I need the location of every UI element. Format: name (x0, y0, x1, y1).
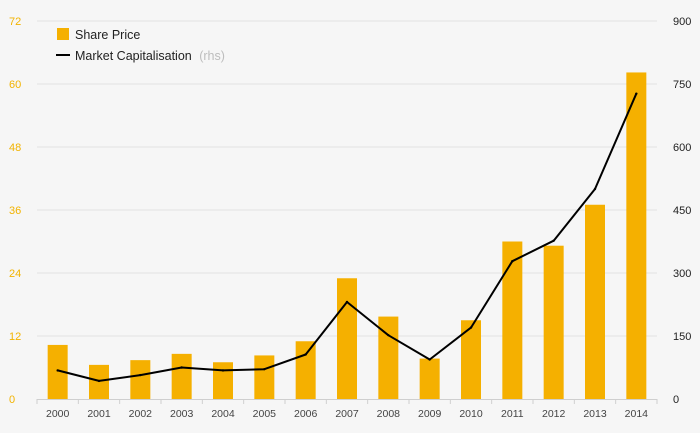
left-tick-label: 12 (9, 331, 21, 343)
right-tick-label: 900 (673, 16, 691, 28)
point-market-cap-2004 (221, 369, 225, 372)
right-tick-label: 600 (673, 142, 691, 154)
x-tick-label: 2010 (459, 408, 483, 420)
x-tick-label: 2012 (542, 408, 566, 420)
bar-share-price-2003 (171, 353, 192, 399)
x-tick-label: 2011 (501, 408, 524, 420)
left-tick-label: 60 (9, 79, 21, 91)
point-market-cap-2014 (635, 92, 638, 95)
x-tick-label: 2013 (583, 408, 607, 420)
bar-share-price-2010 (461, 320, 481, 399)
legend-label-share-price: Share Price (75, 28, 140, 42)
point-market-cap-2007 (345, 300, 349, 304)
bar-share-price-2011 (502, 241, 523, 399)
left-tick-label: 24 (9, 268, 21, 280)
left-tick-label: 48 (9, 142, 21, 154)
point-market-cap-2005 (263, 367, 266, 371)
left-tick-label: 0 (9, 394, 15, 406)
x-tick-label: 2006 (294, 408, 318, 420)
right-tick-label: 0 (673, 394, 679, 406)
x-tick-label: 2008 (377, 408, 401, 420)
bar-share-price-2005 (254, 355, 275, 399)
point-market-cap-2000 (56, 369, 59, 372)
x-tick-label: 2004 (211, 408, 235, 420)
point-market-cap-2003 (180, 366, 183, 369)
point-market-cap-2013 (593, 187, 597, 191)
svg-text:Market Capitalisation (r: Market Capitalisation (rhs) (75, 49, 225, 63)
bar-share-price-2014 (626, 72, 647, 399)
x-tick-label: 2005 (253, 408, 277, 420)
market-cap-line (56, 92, 638, 383)
x-axis: 2000 2001 2002 2003 2004 2005 2006 2007 2008 2009… (36, 399, 658, 420)
right-tick-label: 450 (673, 205, 691, 217)
share-price-bars (47, 72, 647, 399)
bar-share-price-2012 (543, 245, 564, 399)
x-tick-label: 2009 (418, 408, 442, 420)
point-market-cap-2012 (552, 239, 555, 242)
bar-share-price-2002 (130, 360, 151, 399)
left-axis: 0 12 24 36 48 60 72 (9, 16, 21, 406)
right-axis: 0 150 300 450 600 750 900 (673, 16, 691, 406)
point-market-cap-2002 (139, 373, 142, 377)
point-market-cap-2008 (387, 333, 390, 337)
bar-share-price-2007 (337, 278, 357, 399)
legend-label-rhs-note: (rhs) (199, 49, 225, 63)
legend-swatch-share-price (57, 28, 69, 40)
point-market-cap-2009 (428, 358, 431, 361)
legend-label-market-cap: Market Capitalisation (75, 49, 192, 63)
x-tick-label: 2007 (335, 408, 359, 420)
right-tick-label: 750 (673, 79, 691, 91)
right-tick-label: 150 (673, 331, 691, 343)
bar-share-price-2009 (419, 358, 440, 399)
left-tick-label: 72 (9, 16, 21, 28)
x-tick-label: 2014 (625, 408, 649, 420)
point-market-cap-2001 (97, 379, 101, 383)
x-tick-label: 2000 (46, 408, 70, 420)
left-tick-label: 36 (9, 205, 21, 217)
point-market-cap-2011 (511, 260, 514, 263)
bar-share-price-2004 (213, 362, 233, 399)
bar-share-price-2000 (47, 344, 68, 399)
point-market-cap-2010 (469, 326, 473, 329)
legend: Share Price Market Capitalisation (rhs) (56, 28, 225, 63)
bar-share-price-2006 (295, 341, 316, 399)
x-tick-label: 2001 (87, 408, 111, 420)
bar-share-price-2013 (585, 204, 605, 399)
point-market-cap-2006 (304, 353, 307, 356)
x-tick-label: 2003 (170, 408, 194, 420)
x-tick-label: 2002 (129, 408, 153, 420)
right-tick-label: 300 (673, 268, 691, 280)
